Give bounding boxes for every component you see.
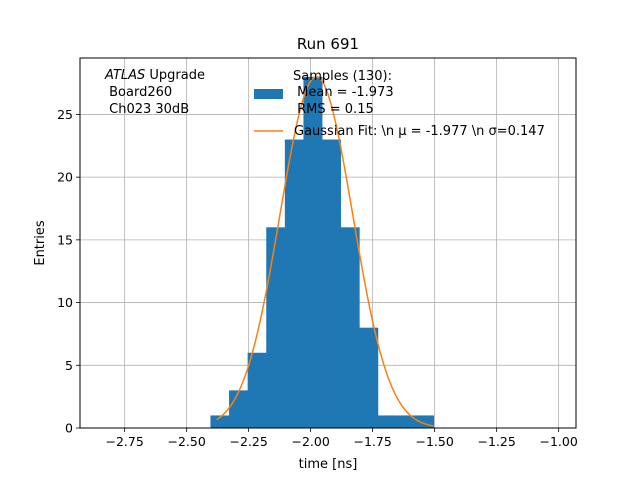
x-tick-label: −2.75 [105,434,143,449]
legend-histogram-swatch [254,89,283,99]
y-tick-label: 5 [65,358,73,373]
histogram-bar [359,327,379,428]
histogram-bar [266,227,286,428]
legend-samples-count: Samples (130): [293,69,392,84]
y-tick-label: 0 [65,421,73,436]
x-tick-label: −1.50 [415,434,453,449]
histogram-bar [377,415,397,428]
histogram-bar [284,139,304,428]
x-axis-label: time [ns] [299,457,358,472]
histogram-bar [340,227,360,428]
x-tick-label: −1.25 [477,434,515,449]
y-tick-label: 25 [57,107,73,122]
y-tick-label: 20 [57,170,73,185]
histogram-bar [229,390,249,428]
legend-mean: Mean = -1.973 [293,85,394,100]
gaussian-fit-curve [216,76,434,427]
histogram-bar [396,415,416,428]
x-tick-label: −1.00 [539,434,577,449]
x-tick-label: −1.75 [353,434,391,449]
y-tick-label: 10 [57,295,73,310]
legend-fit-label: Gaussian Fit: \n μ = -1.977 \n σ=0.147 [294,124,545,139]
histogram-bar [210,415,230,428]
upgrade-label: Upgrade [145,68,205,83]
atlas-annotation: ATLAS Upgrade Board260 Ch023 30dB [104,68,205,117]
axis-ticks: −2.75 −2.50 −2.25 −2.00 −1.75 −1.50 −1.25 −1.00… [57,107,578,449]
svg-text:ATLAS Upgrade: ATLAS Upgrade [104,68,205,83]
board-label: Board260 [105,85,172,100]
histogram-bar [322,139,342,428]
channel-label: Ch023 30dB [105,102,189,117]
x-tick-label: −2.25 [229,434,267,449]
chart-title: Run 691 [297,35,359,53]
atlas-label: ATLAS [104,68,145,83]
plot-frame [79,57,577,429]
y-tick-label: 15 [57,232,73,247]
x-tick-label: −2.00 [291,434,329,449]
y-axis-label: Entries [33,220,48,266]
histogram-bars [210,76,435,428]
legend-rms: RMS = 0.15 [293,102,374,117]
histogram-bar [303,76,323,428]
x-tick-label: −2.50 [167,434,205,449]
legend: Samples (130): Mean = -1.973 RMS = 0.15 … [254,69,545,139]
histogram-bar [247,352,267,428]
